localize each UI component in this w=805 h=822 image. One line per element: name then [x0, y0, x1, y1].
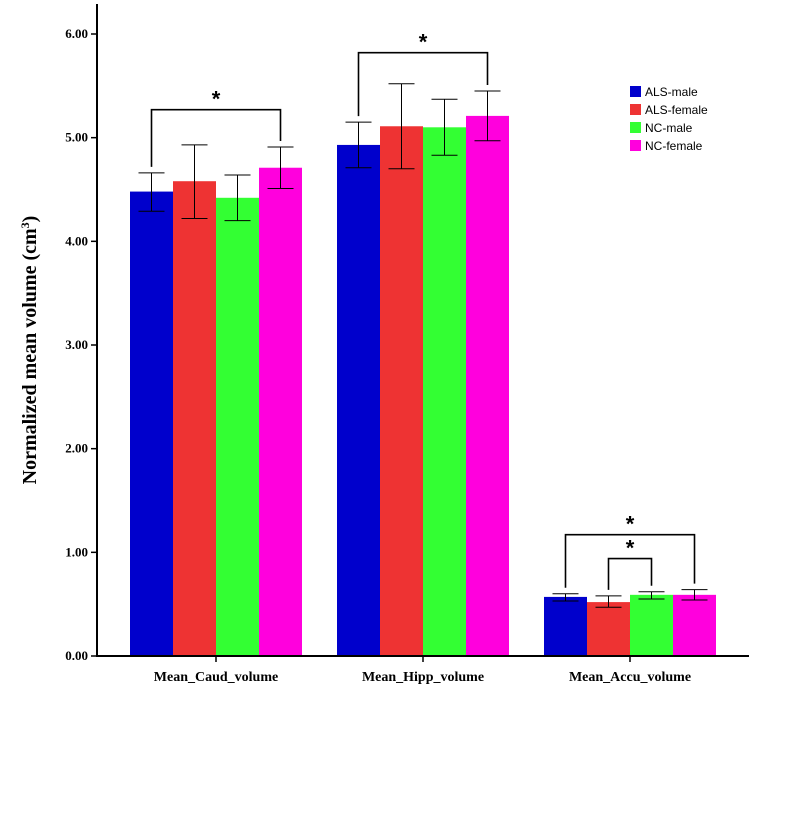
bar-NC-male-2 — [630, 594, 673, 656]
y-tick-label-2: 2.00 — [65, 441, 88, 456]
y-tick-label-3: 3.00 — [65, 337, 88, 352]
significance-star-2: * — [626, 536, 635, 561]
bar-ALS-male-2 — [544, 596, 587, 656]
y-axis-title: Normalized mean volume (cm3) — [18, 216, 41, 485]
legend-label-NC-female: NC-female — [645, 139, 703, 153]
legend-swatch-ALS-female — [630, 104, 641, 115]
bar-NC-female-1 — [466, 115, 509, 656]
bar-NC-female-2 — [673, 594, 716, 656]
x-tick-label-2: Mean_Accu_volume — [569, 670, 691, 685]
legend-swatch-NC-male — [630, 122, 641, 133]
bar-NC-male-0 — [216, 197, 259, 656]
significance-bracket-3 — [564, 533, 696, 588]
legend-label-NC-male: NC-male — [645, 121, 693, 135]
bar-ALS-male-1 — [337, 144, 380, 656]
y-tick-label-6: 6.00 — [65, 26, 88, 41]
bar-NC-female-0 — [259, 167, 302, 657]
legend-swatch-ALS-male — [630, 86, 641, 97]
significance-bracket-2 — [607, 557, 653, 590]
bar-ALS-male-0 — [130, 191, 173, 656]
legend-label-ALS-female: ALS-female — [645, 103, 708, 117]
y-axis-title-superscript: 3 — [18, 222, 32, 228]
legend: ALS-male ALS-female NC-male NC-female — [630, 85, 708, 153]
x-tick-label-0: Mean_Caud_volume — [154, 670, 278, 685]
error-bars-layer — [138, 83, 708, 608]
bars-layer — [130, 115, 716, 657]
y-tick-label-4: 4.00 — [65, 233, 88, 248]
bar-ALS-female-1 — [380, 126, 423, 657]
significance-star-1: * — [419, 30, 428, 55]
significance-bracket-1 — [357, 51, 489, 117]
significance-star-3: * — [626, 512, 635, 537]
y-tick-label-0: 0.00 — [65, 648, 88, 663]
legend-swatch-NC-female — [630, 140, 641, 151]
significance-star-0: * — [212, 87, 221, 112]
bar-ALS-female-2 — [587, 602, 630, 656]
significance-layer: **** — [150, 30, 696, 590]
y-tick-label-5: 5.00 — [65, 130, 88, 145]
bar-ALS-female-0 — [173, 181, 216, 656]
y-axis-title-close: ) — [19, 216, 41, 223]
y-tick-label-1: 1.00 — [65, 544, 88, 559]
legend-label-ALS-male: ALS-male — [645, 85, 698, 99]
y-axis-title-main: Normalized mean volume (cm — [19, 228, 41, 484]
significance-bracket-0 — [150, 108, 282, 167]
x-tick-label-1: Mean_Hipp_volume — [362, 670, 484, 685]
axes-layer: 0.00 1.00 2.00 3.00 4.00 5.00 6.00 Mean_Caud_vo… — [65, 4, 749, 685]
bar-NC-male-1 — [423, 127, 466, 657]
